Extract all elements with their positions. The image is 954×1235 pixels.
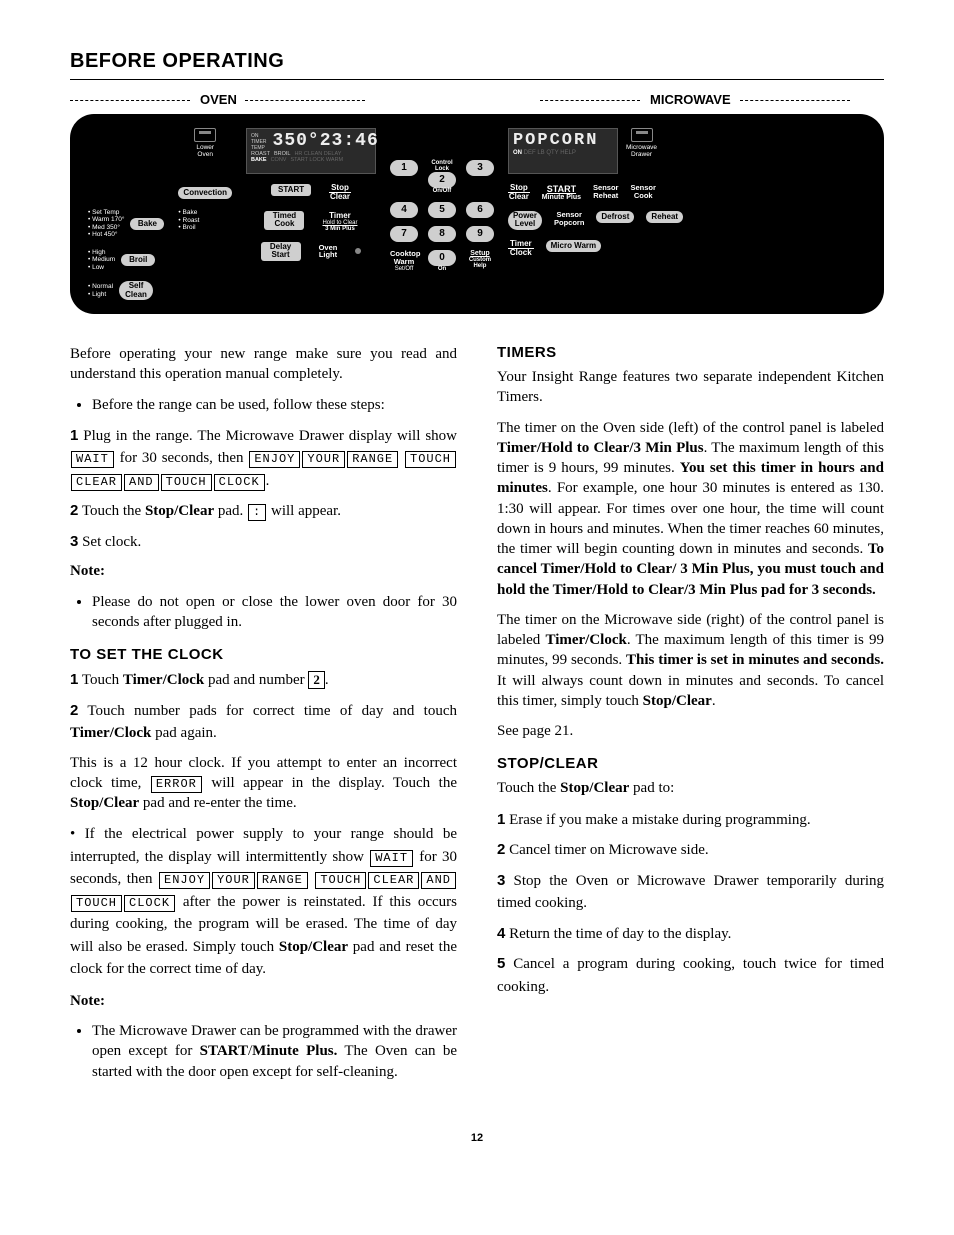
- lower-oven-icon: [194, 128, 216, 142]
- onoff-label: On/Off: [428, 188, 456, 194]
- broil-button[interactable]: Broil: [121, 254, 155, 266]
- reheat-button[interactable]: Reheat: [646, 211, 683, 223]
- oven-display-reading: 350°23:46: [273, 131, 379, 151]
- title-rule: [70, 79, 884, 80]
- microwave-label: MICROWAVE: [650, 92, 731, 107]
- bake-levels: • Set Temp • Warm 170° • Med 350° • Hot …: [88, 209, 124, 239]
- sc-item-3: 3 Stop the Oven or Microwave Drawer temp…: [497, 870, 884, 915]
- control-panel-diagram: OVEN MICROWAVE • Set Temp • Warm 170° • …: [70, 92, 884, 314]
- timer-clock-button[interactable]: TimerClock: [508, 240, 534, 257]
- intro-note-bullet: Please do not open or close the lower ov…: [92, 592, 457, 633]
- self-clean-button[interactable]: Self Clean: [119, 281, 153, 300]
- oven-label: OVEN: [200, 92, 237, 107]
- key-6[interactable]: 6: [466, 202, 494, 218]
- power-level-button[interactable]: Power Level: [508, 211, 542, 230]
- mw-start-button[interactable]: START Minute Plus: [542, 184, 581, 201]
- oven-timer-button[interactable]: Timer Hold to Clear 3 Min Plus: [322, 211, 357, 232]
- delay-start-button[interactable]: Delay Start: [261, 242, 301, 261]
- intro-step-2: 2 Touch the Stop/Clear pad. : will appea…: [70, 500, 457, 523]
- control-lock-label: Control Lock: [428, 160, 456, 172]
- oven-display: ON TIMER TEMP 350°23:46 ROAST BROIL HR C…: [246, 128, 376, 174]
- oven-stop-clear-button[interactable]: Stop Clear: [329, 184, 351, 201]
- microwave-display-reading: POPCORN: [513, 131, 613, 150]
- microwave-display: POPCORN ON DEF LB QTY HELP: [508, 128, 618, 174]
- sc-item-4: 4 Return the time of day to the display.: [497, 923, 884, 946]
- defrost-button[interactable]: Defrost: [596, 211, 634, 223]
- timed-cook-button[interactable]: Timed Cook: [264, 211, 304, 230]
- numeric-keypad: 1 Control Lock 2 On/Off 3 4 5 6 7 8 9 Co…: [390, 160, 494, 272]
- key-5[interactable]: 5: [428, 202, 456, 218]
- timers-heading: TIMERS: [497, 344, 884, 361]
- timers-p3: The timer on the Microwave side (right) …: [497, 610, 884, 711]
- intro-p1: Before operating your new range make sur…: [70, 344, 457, 385]
- mw-drawer-label: Microwave Drawer: [626, 144, 657, 159]
- mw-stop-clear-button[interactable]: StopClear: [508, 184, 530, 201]
- stopclear-heading: STOP/CLEAR: [497, 755, 884, 772]
- note-label: Note:: [70, 563, 105, 579]
- broil-levels: • High • Medium • Low: [88, 249, 115, 271]
- key-0[interactable]: 0: [428, 250, 456, 266]
- sensor-cook-button[interactable]: Sensor Cook: [630, 184, 655, 200]
- convection-button[interactable]: Convection: [178, 187, 232, 199]
- note-label-2: Note:: [70, 993, 105, 1009]
- intro-step-1: 1 Plug in the range. The Microwave Drawe…: [70, 425, 457, 493]
- convection-modes: • Bake • Roast • Broil: [178, 209, 232, 231]
- stopclear-intro: Touch the Stop/Clear pad to:: [497, 778, 884, 798]
- sensor-reheat-button[interactable]: Sensor Reheat: [593, 184, 618, 200]
- key-7[interactable]: 7: [390, 226, 418, 242]
- timers-p4: See page 21.: [497, 721, 884, 741]
- mw-drawer-icon: [631, 128, 653, 142]
- clock-p3: This is a 12 hour clock. If you attempt …: [70, 753, 457, 814]
- cooktop-warm-button[interactable]: Cooktop Warm: [390, 250, 418, 266]
- sensor-popcorn-button[interactable]: Sensor Popcorn: [554, 211, 584, 227]
- clock-note-bullet: The Microwave Drawer can be programmed w…: [92, 1021, 457, 1082]
- right-column: TIMERS Your Insight Range features two s…: [497, 344, 884, 1092]
- clock-p4: • If the electrical power supply to your…: [70, 823, 457, 981]
- micro-warm-button[interactable]: Micro Warm: [546, 240, 602, 252]
- setup-button[interactable]: Setup Custom Help: [466, 250, 494, 272]
- key-1[interactable]: 1: [390, 160, 418, 176]
- clock-heading: TO SET THE CLOCK: [70, 646, 457, 663]
- clock-step-1: 1 Touch Timer/Clock pad and number 2.: [70, 669, 457, 692]
- timers-p2: The timer on the Oven side (left) of the…: [497, 418, 884, 600]
- key-2[interactable]: 2: [428, 172, 456, 188]
- sc-item-5: 5 Cancel a program during cooking, touch…: [497, 953, 884, 998]
- sc-item-2: 2 Cancel timer on Microwave side.: [497, 839, 884, 862]
- left-column: Before operating your new range make sur…: [70, 344, 457, 1092]
- indicator-dot: [355, 248, 361, 254]
- key-4[interactable]: 4: [390, 202, 418, 218]
- timers-p1: Your Insight Range features two separate…: [497, 367, 884, 408]
- oven-light-button[interactable]: Oven Light: [319, 244, 338, 260]
- lcd-wait: WAIT: [71, 451, 114, 468]
- page-title: BEFORE OPERATING: [70, 50, 884, 73]
- oven-start-button[interactable]: START: [271, 184, 311, 196]
- sc-item-1: 1 Erase if you make a mistake during pro…: [497, 809, 884, 832]
- page-number: 12: [70, 1132, 884, 1144]
- key-3[interactable]: 3: [466, 160, 494, 176]
- key-8[interactable]: 8: [428, 226, 456, 242]
- intro-step-3: 3 Set clock.: [70, 531, 457, 554]
- clock-step-2: 2 Touch number pads for correct time of …: [70, 700, 457, 745]
- clean-levels: • Normal • Light: [88, 283, 113, 298]
- bake-button[interactable]: Bake: [130, 218, 164, 230]
- lower-oven-label: Lower Oven: [178, 144, 232, 159]
- intro-bullet: Before the range can be used, follow the…: [92, 395, 457, 415]
- key-9[interactable]: 9: [466, 226, 494, 242]
